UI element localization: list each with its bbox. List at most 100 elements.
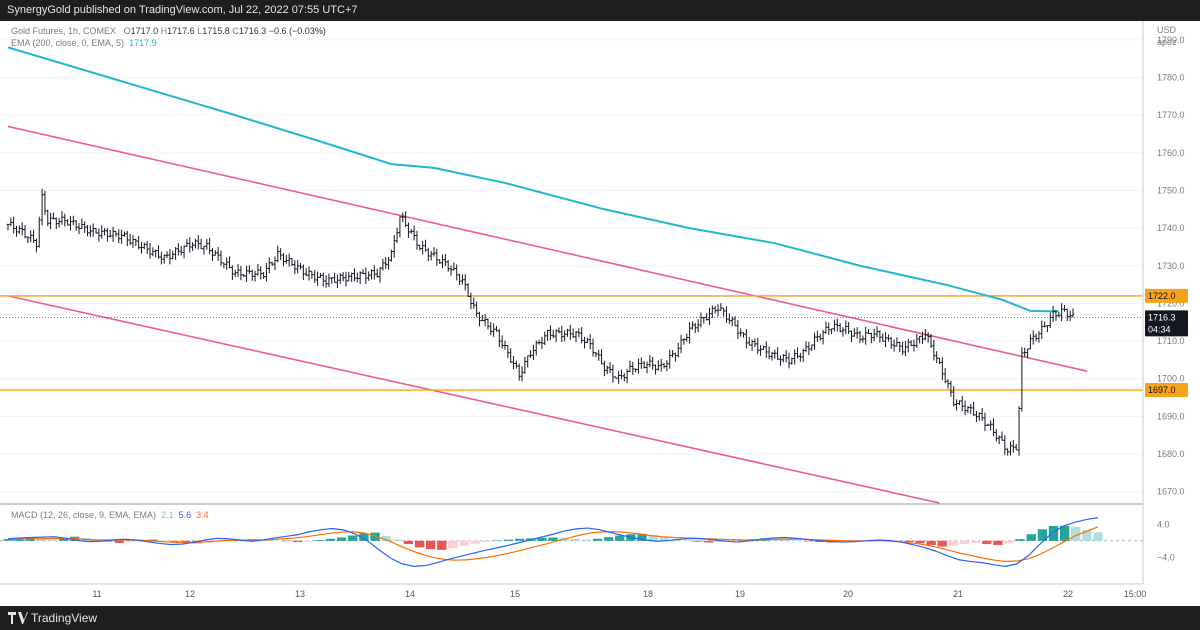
candle[interactable] xyxy=(463,274,467,291)
candle[interactable] xyxy=(145,240,149,254)
candle[interactable] xyxy=(287,253,291,267)
candle[interactable] xyxy=(372,265,376,280)
candle[interactable] xyxy=(134,238,138,246)
candle[interactable] xyxy=(432,247,436,257)
candle[interactable] xyxy=(276,245,280,263)
candle[interactable] xyxy=(867,329,870,335)
candle[interactable] xyxy=(1003,435,1007,455)
candle[interactable] xyxy=(415,230,419,250)
candle[interactable] xyxy=(233,269,237,277)
candle[interactable] xyxy=(392,235,396,258)
candle[interactable] xyxy=(211,247,214,261)
candle[interactable] xyxy=(1068,310,1072,322)
candle[interactable] xyxy=(526,355,530,368)
candle[interactable] xyxy=(159,251,163,265)
candle[interactable] xyxy=(767,346,771,360)
candle[interactable] xyxy=(321,272,325,287)
candle[interactable] xyxy=(26,236,30,244)
candle[interactable] xyxy=(344,271,348,287)
candle[interactable] xyxy=(691,321,694,330)
candle[interactable] xyxy=(80,218,84,229)
macd-pane[interactable] xyxy=(0,517,1143,567)
candle[interactable] xyxy=(730,316,734,327)
candle[interactable] xyxy=(378,267,382,283)
candle[interactable] xyxy=(992,418,995,437)
candle[interactable] xyxy=(63,213,67,227)
candle[interactable] xyxy=(6,223,10,231)
candle[interactable] xyxy=(20,222,24,236)
candle[interactable] xyxy=(801,348,805,362)
candle[interactable] xyxy=(972,401,975,416)
candle[interactable] xyxy=(583,336,586,349)
candle[interactable] xyxy=(566,328,569,337)
candle[interactable] xyxy=(875,326,879,338)
candle[interactable] xyxy=(861,335,865,343)
candle[interactable] xyxy=(557,327,561,334)
candle[interactable] xyxy=(455,264,459,281)
candle[interactable] xyxy=(841,327,845,337)
candle[interactable] xyxy=(361,269,365,275)
candle[interactable] xyxy=(495,325,498,332)
candle[interactable] xyxy=(222,262,226,269)
candle[interactable] xyxy=(628,360,632,373)
candle[interactable] xyxy=(679,334,683,354)
candle[interactable] xyxy=(236,264,240,277)
candle[interactable] xyxy=(253,270,257,282)
candle[interactable] xyxy=(316,271,319,286)
candle[interactable] xyxy=(659,358,663,372)
candle[interactable] xyxy=(435,248,439,266)
candle[interactable] xyxy=(293,260,297,275)
candle[interactable] xyxy=(906,339,910,353)
candle[interactable] xyxy=(242,274,246,277)
candle[interactable] xyxy=(622,373,626,382)
candle[interactable] xyxy=(702,316,706,324)
candle[interactable] xyxy=(472,297,476,309)
candle[interactable] xyxy=(157,245,160,259)
candle[interactable] xyxy=(798,353,802,362)
candle[interactable] xyxy=(185,239,189,247)
candle[interactable] xyxy=(310,270,314,279)
candle[interactable] xyxy=(639,357,643,369)
candle[interactable] xyxy=(140,241,143,254)
candle[interactable] xyxy=(955,399,958,411)
candle[interactable] xyxy=(523,356,527,374)
candle[interactable] xyxy=(534,340,538,356)
candle[interactable] xyxy=(756,337,760,355)
candle[interactable] xyxy=(716,304,720,317)
candle[interactable] xyxy=(935,351,939,364)
candle[interactable] xyxy=(699,312,703,328)
candle[interactable] xyxy=(759,345,762,356)
candle[interactable] xyxy=(790,357,794,365)
candle[interactable] xyxy=(551,329,555,339)
candle[interactable] xyxy=(188,237,192,253)
candle[interactable] xyxy=(1063,304,1066,312)
candle[interactable] xyxy=(656,360,660,371)
candle[interactable] xyxy=(580,326,584,344)
candle[interactable] xyxy=(165,251,169,259)
candle[interactable] xyxy=(208,237,212,255)
candle[interactable] xyxy=(887,334,890,342)
candle[interactable] xyxy=(745,329,748,349)
candle[interactable] xyxy=(668,349,672,369)
candle[interactable] xyxy=(986,423,990,426)
candle[interactable] xyxy=(1029,334,1032,350)
candle[interactable] xyxy=(449,265,453,276)
candle[interactable] xyxy=(86,225,89,237)
candle[interactable] xyxy=(898,341,902,353)
candle[interactable] xyxy=(111,226,115,242)
candle[interactable] xyxy=(154,249,158,258)
candle[interactable] xyxy=(929,333,933,348)
candle[interactable] xyxy=(1014,444,1018,451)
candle[interactable] xyxy=(918,335,922,344)
candle[interactable] xyxy=(492,323,496,337)
candle[interactable] xyxy=(69,216,72,231)
candle[interactable] xyxy=(685,333,689,342)
candle[interactable] xyxy=(409,228,413,234)
candle[interactable] xyxy=(605,365,609,375)
candle[interactable] xyxy=(739,328,743,337)
candle[interactable] xyxy=(296,259,300,274)
candle[interactable] xyxy=(1000,431,1004,441)
candle[interactable] xyxy=(15,226,18,237)
candle[interactable] xyxy=(1037,331,1041,343)
candle[interactable] xyxy=(537,339,541,345)
